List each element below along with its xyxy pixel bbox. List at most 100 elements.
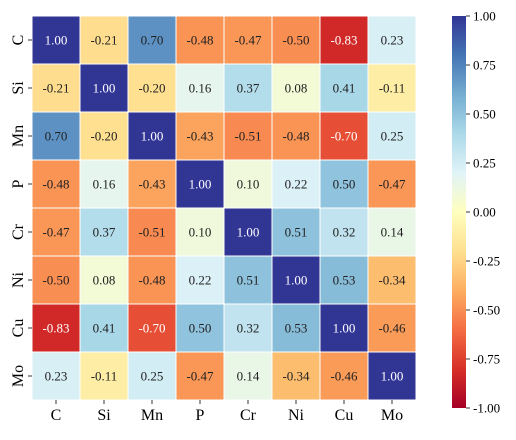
cell-value-label: -0.47 [42,225,70,240]
cell-value-label: -0.21 [90,33,117,48]
heatmap-cell [175,111,225,161]
y-tick-label: Cr [10,223,27,240]
heatmap-cell [127,255,177,305]
heatmap-cell [319,303,369,353]
cell-value-label: 0.53 [285,321,308,336]
y-tick-labels: C Si Mn P Cr Ni Cu Mo [10,35,32,387]
cell-value-label: 0.25 [141,369,164,384]
heatmap-cell [79,15,129,65]
colorbar-tick-label: 0.50 [473,107,496,122]
cell-value-label: 0.14 [237,369,260,384]
colorbar-tick-label: -0.50 [473,303,500,318]
cell-value-label: 0.41 [333,81,356,96]
x-tick-label: Ni [288,407,305,424]
cell-value-label: 0.50 [189,321,212,336]
cell-value-label: 0.50 [333,177,356,192]
heatmap-cell [223,207,273,257]
cell-value-label: 0.51 [237,273,260,288]
cell-value-label: 0.22 [189,273,212,288]
cell-value-label: 0.10 [189,225,212,240]
cell-value-label: 0.37 [93,225,116,240]
cell-value-label: 1.00 [333,321,356,336]
cell-value-label: 1.00 [381,369,404,384]
x-tick-label: Mn [141,407,163,424]
cell-value-label: 0.53 [333,273,356,288]
y-tick-label: C [10,35,27,46]
cell-value-label: -0.50 [282,33,309,48]
y-tick-label: P [10,179,27,188]
cell-value-label: -0.11 [91,369,118,384]
heatmap-cell [271,303,321,353]
heatmap-cell [367,303,417,353]
heatmap-cell [367,111,417,161]
cell-value-label: -0.43 [186,129,213,144]
heatmap-cell [223,159,273,209]
cell-value-label: -0.70 [138,321,165,336]
heatmap-cell [367,15,417,65]
cell-value-label: 0.51 [285,225,308,240]
cell-value-label: 0.32 [237,321,260,336]
colorbar-tick-label: 0.00 [473,205,496,220]
heatmap-cell [127,351,177,401]
colorbar: 1.00 0.75 0.50 0.25 0.00 -0.25 -0.50 -0.75 -1.00 [452,9,500,416]
x-tick-label: Cr [240,407,257,424]
y-tick-label: Mn [10,125,27,147]
heatmap-cell [271,111,321,161]
cell-value-label: 0.23 [381,33,404,48]
heatmap-cell [79,63,129,113]
y-tick-label: Si [10,81,27,95]
colorbar-gradient [452,16,466,408]
cell-value-label: 1.00 [45,33,68,48]
cell-value-label: -0.48 [42,177,69,192]
heatmap-cell [31,15,81,65]
x-tick-labels: C Si Mn P Cr Ni Cu Mo [51,400,403,424]
y-tick-label: Cu [10,319,27,338]
cell-value-label: 0.08 [93,273,116,288]
heatmap-cell [319,207,369,257]
heatmap-cell [319,111,369,161]
cell-value-label: -0.47 [378,177,406,192]
cell-value-label: 1.00 [189,177,212,192]
heatmap-cell [367,351,417,401]
x-tick-label: Mo [381,407,403,424]
heatmap-cell [319,255,369,305]
cell-value-label: -0.43 [138,177,165,192]
cell-value-label: -0.70 [330,129,357,144]
heatmap-cell [175,207,225,257]
heatmap-cell [223,351,273,401]
cell-value-label: -0.50 [42,273,69,288]
colorbar-tick-label: 0.75 [473,58,496,73]
cell-value-label: 1.00 [237,225,260,240]
cell-value-label: -0.48 [282,129,309,144]
x-tick-label: Si [97,407,111,424]
heatmap-cell [31,303,81,353]
heatmap-cell [127,111,177,161]
cell-value-label: 0.10 [237,177,260,192]
cell-value-label: -0.48 [186,33,213,48]
heatmap-cell [223,303,273,353]
cell-value-label: 1.00 [285,273,308,288]
cell-value-label: -0.20 [138,81,165,96]
cell-value-label: 0.41 [93,321,116,336]
heatmap-cell [223,111,273,161]
y-tick-label: Ni [10,271,27,288]
heatmap-cell [319,159,369,209]
cell-value-label: -0.46 [330,369,358,384]
cell-value-label: 1.00 [141,129,164,144]
colorbar-tick-label: -0.75 [473,352,500,367]
heatmap-cell [175,63,225,113]
heatmap-cell [223,255,273,305]
colorbar-tick-label: 0.25 [473,156,496,171]
heatmap-cell [79,255,129,305]
cell-value-label: 0.08 [285,81,308,96]
x-tick-label: P [196,407,205,424]
cell-value-label: 0.25 [381,129,404,144]
cell-value-label: 0.22 [285,177,308,192]
heatmap-cell [79,111,129,161]
cell-value-label: -0.46 [378,321,406,336]
heatmap-cell [271,15,321,65]
cell-value-label: 0.23 [45,369,68,384]
heatmap-cell [175,159,225,209]
x-tick-label: C [51,407,62,424]
